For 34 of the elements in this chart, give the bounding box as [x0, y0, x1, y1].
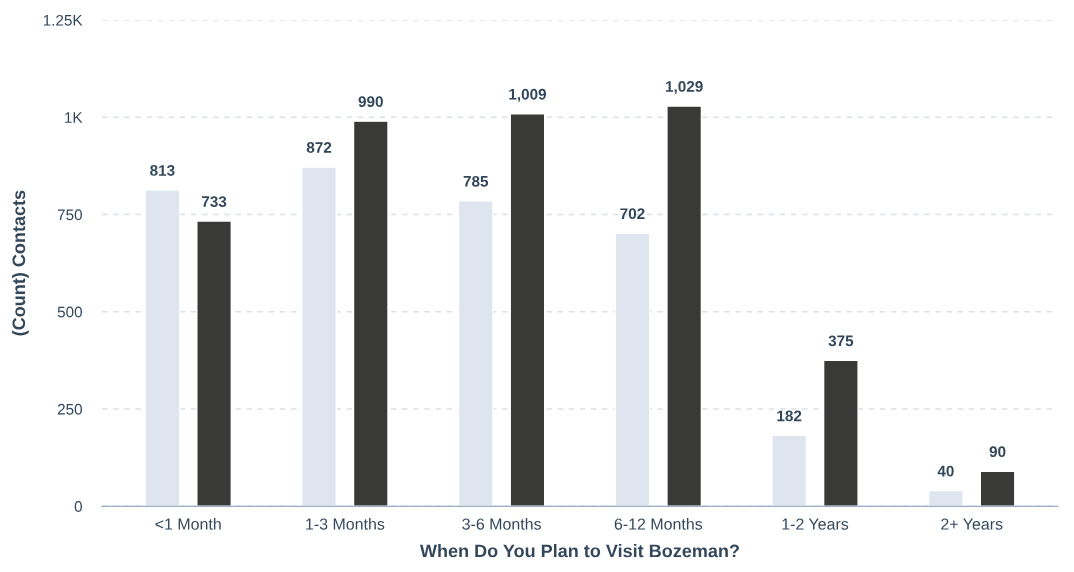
- y-tick-label: 1.25K: [43, 14, 83, 26]
- bar: [196, 220, 233, 507]
- bar: [352, 120, 389, 507]
- x-tick-label: <1 Month: [155, 518, 221, 530]
- bar: [509, 113, 546, 507]
- bar: [822, 359, 859, 507]
- data-label: 40: [937, 465, 954, 477]
- bar: [771, 434, 808, 507]
- y-tick-label: 250: [57, 403, 82, 415]
- x-axis-title: When Do You Plan to Visit Bozeman?: [419, 544, 739, 558]
- data-label: 733: [201, 196, 227, 207]
- data-label: 813: [150, 165, 175, 176]
- y-axis-title: (Count) Contacts: [11, 190, 29, 336]
- data-label: 872: [306, 142, 332, 153]
- y-tick-label: 1K: [65, 112, 83, 123]
- data-label: 1,009: [509, 88, 547, 102]
- bar: [927, 489, 964, 507]
- x-tick-label: 1-3 Months: [306, 518, 385, 530]
- data-label: 990: [358, 96, 383, 108]
- data-label: 785: [463, 175, 489, 187]
- data-label: 702: [620, 208, 645, 220]
- data-label: 1,029: [666, 81, 703, 95]
- data-label: 90: [989, 446, 1006, 458]
- x-tick-label: 2+ Years: [941, 518, 1003, 530]
- y-tick-label: 750: [57, 209, 82, 221]
- bar: [979, 470, 1016, 507]
- y-tick-label: 0: [74, 501, 82, 512]
- y-tick-label: 500: [57, 306, 82, 318]
- x-tick-label: 1-2 Years: [782, 518, 849, 530]
- x-tick-label: 6-12 Months: [614, 518, 703, 530]
- data-label: 375: [828, 335, 854, 347]
- x-tick-label: 3-6 Months: [462, 518, 541, 530]
- data-label: 182: [777, 410, 802, 422]
- bar: [666, 105, 703, 507]
